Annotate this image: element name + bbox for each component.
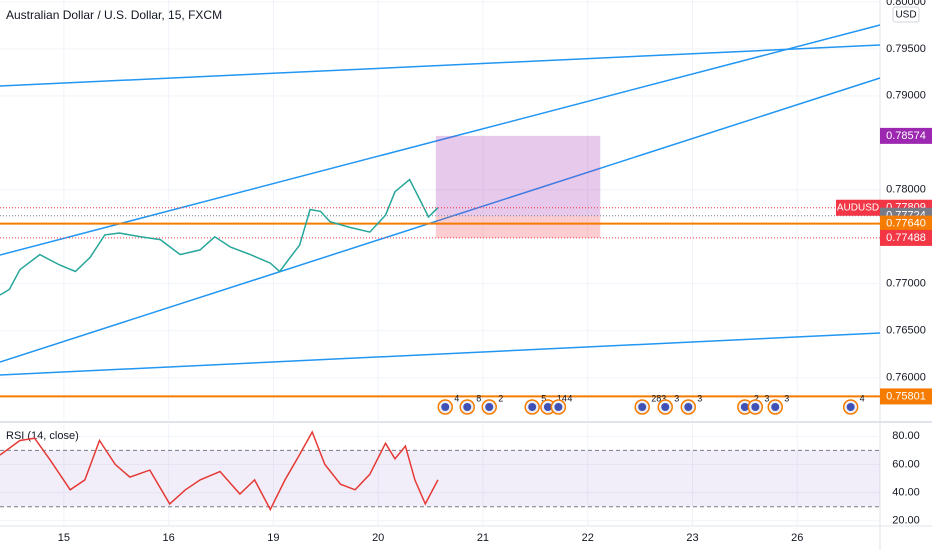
x-tick-label: 22 bbox=[582, 532, 594, 544]
y-tick-label: 0.79000 bbox=[886, 90, 926, 102]
trend-lines bbox=[0, 24, 881, 376]
event-flag bbox=[751, 403, 760, 411]
y-tick-label: 20.00 bbox=[892, 515, 920, 527]
y-tick-label: 0.76000 bbox=[886, 372, 926, 384]
trend-line bbox=[0, 77, 881, 363]
y-tick-label: 40.00 bbox=[892, 487, 920, 499]
x-tick-label: 16 bbox=[163, 532, 175, 544]
x-tick-label: 21 bbox=[477, 532, 489, 544]
symbol-tag bbox=[836, 199, 880, 216]
trend-line bbox=[0, 44, 881, 87]
unit-label: USD bbox=[895, 10, 916, 21]
x-tick-label: 23 bbox=[686, 532, 698, 544]
price-label: 0.75801 bbox=[886, 390, 926, 402]
event-flag bbox=[528, 403, 537, 411]
price-label-box bbox=[880, 127, 932, 144]
price-label: 0.77488 bbox=[886, 232, 926, 244]
symbol-name: AUDUSD bbox=[837, 202, 879, 213]
unit-box bbox=[892, 6, 920, 23]
series-line bbox=[0, 430, 439, 512]
event-flag bbox=[771, 403, 780, 411]
event-flag bbox=[485, 403, 494, 411]
event-flag bbox=[684, 403, 693, 411]
event-flag bbox=[463, 403, 472, 411]
event-count: 4 bbox=[454, 393, 459, 403]
price-label-box bbox=[880, 215, 932, 232]
trend-line bbox=[0, 24, 881, 256]
event-count: 4 bbox=[860, 393, 865, 403]
y-tick-label: 60.00 bbox=[892, 458, 920, 470]
event-flag bbox=[543, 403, 552, 411]
rsi-title: RSI (14, close) bbox=[6, 430, 79, 442]
event-count: 14 bbox=[557, 393, 567, 403]
profit-zone bbox=[435, 135, 601, 216]
x-tick-label: 15 bbox=[58, 532, 70, 544]
price-label-box bbox=[880, 229, 932, 246]
y-tick-label: 0.78000 bbox=[886, 184, 926, 196]
event-flag bbox=[740, 403, 749, 411]
y-tick-label: 0.79500 bbox=[886, 43, 926, 55]
x-tick-label: 20 bbox=[372, 532, 384, 544]
event-count: 3 bbox=[674, 393, 679, 403]
price-label: 0.78574 bbox=[886, 130, 926, 142]
event-flag bbox=[554, 403, 563, 411]
event-flag bbox=[661, 403, 670, 411]
event-count: 8 bbox=[476, 393, 481, 403]
y-tick-label: 80.00 bbox=[892, 430, 920, 442]
event-flag bbox=[846, 403, 855, 411]
chart-title: Australian Dollar / U.S. Dollar, 15, FXC… bbox=[6, 8, 222, 22]
price-label-box bbox=[880, 388, 932, 405]
event-count: 3 bbox=[784, 393, 789, 403]
event-flag bbox=[638, 403, 647, 411]
event-count: 3 bbox=[697, 393, 702, 403]
event-count: 283 bbox=[651, 393, 666, 403]
y-tick-label: 0.80000 bbox=[886, 0, 926, 8]
event-count: 2 bbox=[498, 393, 503, 403]
x-tick-label: 26 bbox=[791, 532, 803, 544]
series-line bbox=[0, 178, 439, 296]
rsi-band bbox=[0, 450, 880, 507]
x-tick-label: 19 bbox=[267, 532, 279, 544]
event-flag bbox=[441, 403, 450, 411]
loss-zone bbox=[435, 215, 601, 238]
trend-line bbox=[0, 332, 881, 376]
event-count: 2 bbox=[754, 393, 759, 403]
y-tick-label: 0.77000 bbox=[886, 278, 926, 290]
event-count: 4 bbox=[567, 393, 572, 403]
y-tick-label: 0.76500 bbox=[886, 325, 926, 337]
price-label: 0.77640 bbox=[886, 218, 926, 230]
event-count: 5 bbox=[541, 393, 546, 403]
event-count: 3 bbox=[764, 393, 769, 403]
